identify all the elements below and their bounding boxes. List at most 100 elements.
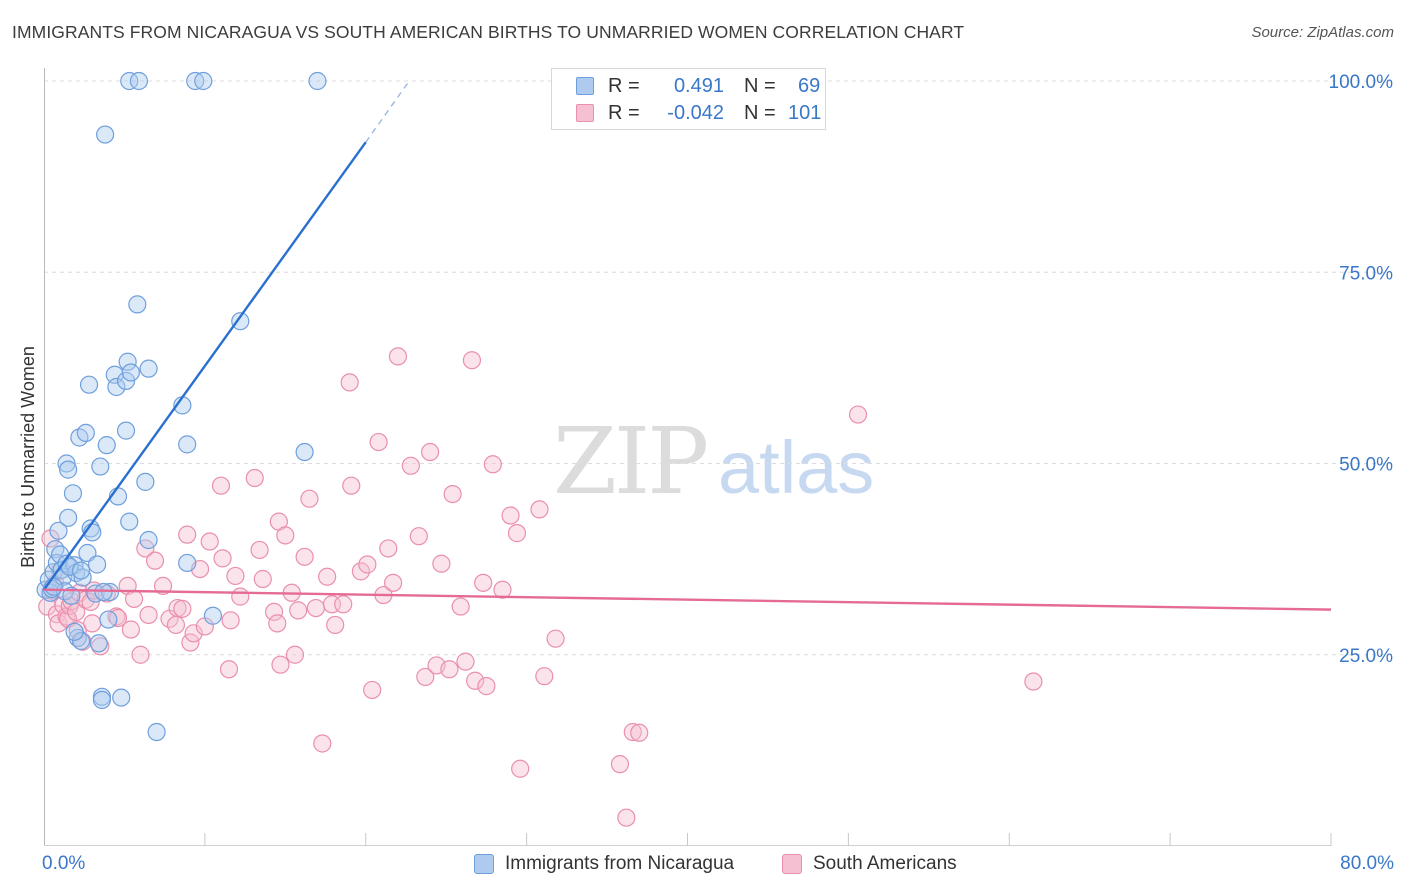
nicaragua-trend-line xyxy=(43,141,367,591)
nicaragua-point xyxy=(63,484,83,503)
south-american-point xyxy=(379,539,398,558)
south-american-point xyxy=(511,759,530,778)
y-tick-label: 100.0% xyxy=(1329,72,1394,93)
south-american-point xyxy=(466,671,485,690)
south-american-point xyxy=(253,569,272,589)
south-american-point xyxy=(507,524,527,543)
south-american-point xyxy=(440,660,459,679)
nicaragua-point xyxy=(118,352,137,371)
south-american-point xyxy=(289,601,308,620)
nicaragua-point xyxy=(57,454,76,473)
legend-row-nicaragua: R = 0.491 N = 69 xyxy=(576,75,820,97)
south-american-point xyxy=(268,614,287,633)
south-american-point xyxy=(493,580,512,599)
nicaragua-points xyxy=(36,71,327,742)
legend-n-value: 69 xyxy=(798,74,821,97)
nicaragua-point xyxy=(59,460,78,479)
south-american-point xyxy=(334,595,353,614)
nicaragua-point xyxy=(97,436,116,455)
nicaragua-point xyxy=(71,631,91,651)
south-american-point xyxy=(166,615,186,635)
bottom-legend-swatch-blue xyxy=(474,854,494,874)
legend-n-label: N = xyxy=(744,74,776,97)
nicaragua-point xyxy=(121,363,140,382)
nicaragua-point xyxy=(128,295,147,314)
trend-lines xyxy=(43,80,1332,611)
nicaragua-point xyxy=(120,71,139,91)
south-american-point xyxy=(462,351,482,370)
nicaragua-point xyxy=(65,622,84,641)
south-american-point xyxy=(245,468,264,488)
chart-title: IMMIGRANTS FROM NICARAGUA VS SOUTH AMERI… xyxy=(12,22,965,42)
nicaragua-point xyxy=(178,435,197,454)
south-american-point xyxy=(318,567,337,586)
bottom-legend-swatch-pink xyxy=(782,854,802,874)
y-axis-title: Births to Unmarried Women xyxy=(18,346,38,568)
south-american-point xyxy=(623,722,642,742)
nicaragua-point xyxy=(46,540,65,559)
south-american-point xyxy=(145,551,165,570)
nicaragua-point xyxy=(44,577,63,596)
south-american-point xyxy=(121,620,140,639)
south-american-point xyxy=(326,615,345,635)
south-american-point xyxy=(432,554,451,573)
nicaragua-point xyxy=(129,71,149,91)
nicaragua-point xyxy=(107,377,126,397)
watermark-atlas: atlas xyxy=(718,426,874,509)
nicaragua-point xyxy=(136,472,155,491)
nicaragua-point xyxy=(99,610,118,629)
south-american-point xyxy=(131,645,150,664)
south-american-point xyxy=(250,540,269,560)
south-american-point xyxy=(306,598,325,618)
south-american-point xyxy=(501,506,520,525)
south-american-point xyxy=(535,667,554,686)
nicaragua-point xyxy=(308,71,327,91)
y-tick-label: 50.0% xyxy=(1339,455,1393,476)
bottom-legend-label-south-americans: South Americans xyxy=(813,853,957,874)
south-american-point xyxy=(153,576,173,596)
nicaragua-point xyxy=(87,555,107,574)
nicaragua-point xyxy=(89,634,108,653)
south-american-point xyxy=(168,598,187,618)
y-tick-label: 25.0% xyxy=(1339,646,1393,667)
south-american-point xyxy=(300,489,319,508)
legend-swatch-pink xyxy=(576,104,594,122)
nicaragua-point xyxy=(76,423,95,442)
south-american-point xyxy=(200,532,219,551)
x-tick-label-max: 80.0% xyxy=(1340,853,1394,874)
nicaragua-point xyxy=(203,606,223,625)
south-american-point xyxy=(211,476,231,495)
nicaragua-point xyxy=(92,690,112,709)
legend-r-value: -0.042 xyxy=(667,101,724,124)
nicaragua-trend-extension xyxy=(365,80,410,143)
legend-n-label: N = xyxy=(744,101,776,124)
south-american-point xyxy=(416,667,435,687)
south-american-point xyxy=(477,677,496,696)
south-american-point xyxy=(1024,672,1043,691)
legend-r-label: R = xyxy=(608,101,640,124)
south-american-point xyxy=(483,455,502,474)
south-american-point xyxy=(184,624,203,643)
south-american-point xyxy=(630,723,649,742)
nicaragua-point xyxy=(59,508,78,527)
bottom-legend-label-nicaragua: Immigrants from Nicaragua xyxy=(505,853,735,874)
nicaragua-point xyxy=(147,722,166,742)
nicaragua-point xyxy=(178,553,197,573)
south-american-point xyxy=(383,573,403,592)
south-american-point xyxy=(451,597,470,616)
bottom-legend-south-americans: South Americans xyxy=(782,852,957,876)
nicaragua-point xyxy=(96,125,115,144)
south-american-point xyxy=(226,566,245,586)
south-american-point xyxy=(848,405,868,424)
x-tick-label-min: 0.0% xyxy=(42,853,85,874)
legend-n-value: 101 xyxy=(788,101,822,124)
legend-r-label: R = xyxy=(608,74,640,97)
south-american-point xyxy=(313,734,332,753)
south-american-point xyxy=(409,527,428,546)
bottom-legend-nicaragua: Immigrants from Nicaragua xyxy=(474,852,734,876)
legend-row-south-americans: R = -0.042 N = 101 xyxy=(576,102,821,124)
south-american-point xyxy=(124,589,144,609)
south-american-point xyxy=(363,680,382,700)
x-tick-marks xyxy=(204,833,1332,846)
south-american-point xyxy=(340,373,359,392)
